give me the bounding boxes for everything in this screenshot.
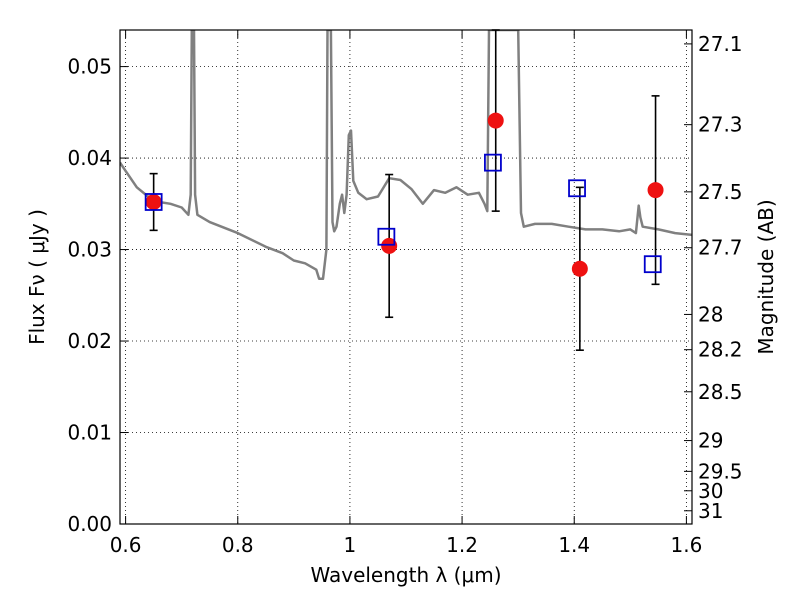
observed-points: [145, 112, 664, 277]
magnitude-tick-label: 30: [698, 479, 723, 503]
y-tick-label: 0.05: [67, 55, 112, 79]
model-point: [568, 179, 586, 198]
model-spectrum: [120, 30, 692, 281]
x-tick-label: 1.2: [446, 533, 478, 557]
model-point: [484, 153, 502, 172]
magnitude-tick-label: 27.3: [698, 113, 743, 137]
error-bars: [149, 29, 660, 351]
observed-point: [381, 237, 398, 254]
magnitude-tick-label: 31: [698, 499, 723, 523]
model-point: [643, 255, 662, 274]
y-tick-label: 0.03: [67, 238, 112, 262]
y2-axis-label: Magnitude (AB): [754, 199, 778, 354]
magnitude-tick-label: 27.7: [698, 236, 743, 260]
x-tick-label: 1.6: [670, 533, 702, 557]
y-tick-label: 0.01: [67, 421, 112, 445]
plot-frame: [119, 29, 693, 525]
y-axis: 0.00 0.01 0.02 0.03 0.04 0.05: [67, 55, 128, 536]
y-tick-label: 0.04: [67, 146, 112, 170]
x-axis: 0.6 0.8 1 1.2 1.4 1.6: [110, 30, 702, 557]
x-tick-label: 0.6: [110, 533, 142, 557]
observed-point: [571, 260, 588, 277]
x-tick-label: 1.4: [558, 533, 590, 557]
x-tick-label: 1: [344, 533, 357, 557]
x-tick-label: 0.8: [222, 533, 254, 557]
magnitude-tick-label: 29.5: [698, 459, 743, 483]
observed-point: [487, 112, 504, 129]
model-points: [144, 153, 662, 274]
magnitude-tick-label: 27.5: [698, 180, 743, 204]
x-axis-label: Wavelength λ (μm): [310, 563, 501, 587]
magnitude-tick-label: 29: [698, 429, 723, 453]
model-point: [144, 193, 163, 211]
observed-point: [647, 182, 664, 199]
observed-point: [145, 193, 162, 210]
y-tick-label: 0.02: [67, 329, 112, 353]
grid: [120, 30, 692, 525]
y-axis-label: Flux Fν ( μJy ): [25, 209, 49, 345]
magnitude-tick-label: 27.1: [698, 32, 743, 56]
magnitude-tick-label: 28.5: [698, 380, 743, 404]
model-point: [377, 227, 396, 246]
spectrum-line: [120, 30, 692, 281]
magnitude-tick-label: 28: [698, 302, 723, 326]
magnitude-tick-label: 28.2: [698, 338, 743, 362]
y-tick-label: 0.00: [67, 512, 112, 536]
